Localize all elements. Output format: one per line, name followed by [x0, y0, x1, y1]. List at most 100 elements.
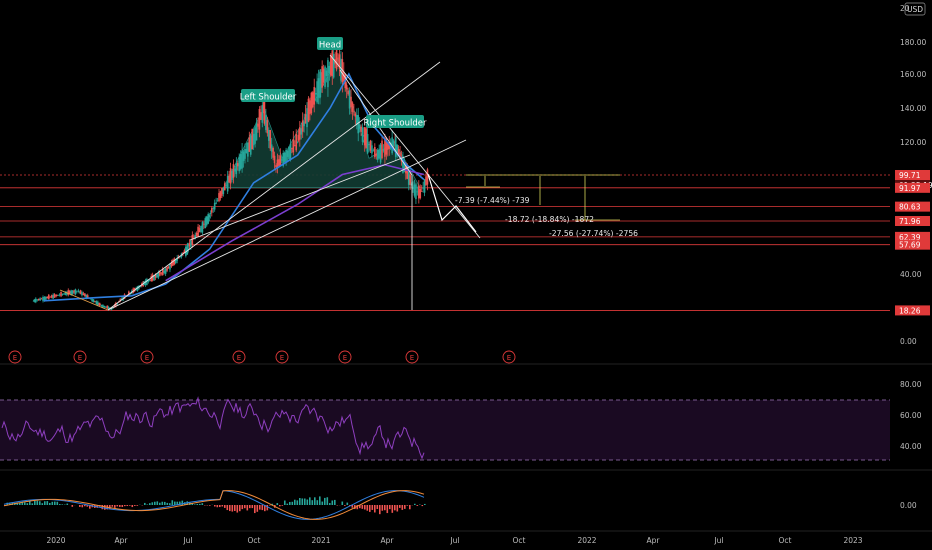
candle-body — [365, 128, 367, 149]
macd-histogram-bar — [36, 500, 39, 505]
candle-body — [116, 303, 119, 305]
candle-body — [107, 307, 110, 310]
macd-histogram-bar — [304, 498, 306, 505]
time-tick-label: Apr — [115, 536, 129, 545]
macd-histogram-bar — [271, 503, 274, 505]
earnings-marker-label: E — [78, 354, 82, 362]
candle-body — [387, 143, 389, 150]
price-axis[interactable]: 180.00160.00140.00120.0040.000.0020USD99… — [895, 2, 932, 510]
candle-body — [73, 290, 75, 293]
candle-body — [176, 258, 178, 261]
earnings-marker[interactable] — [502, 350, 516, 364]
macd-histogram-bar — [311, 500, 314, 505]
currency-badge[interactable] — [904, 2, 926, 16]
candle-body — [357, 115, 360, 134]
earnings-marker[interactable] — [338, 350, 352, 364]
time-axis[interactable]: 2020 Apr Jul Oct 2021 Apr Jul Oct 2022 Apr Jul Oct 2… — [46, 536, 862, 545]
earnings-marker[interactable] — [140, 350, 154, 364]
macd-histogram-bar — [344, 505, 346, 506]
candle-body — [273, 155, 276, 164]
macd-histogram-bar — [291, 501, 294, 505]
candle-body — [296, 141, 299, 143]
earnings-marker[interactable] — [73, 350, 87, 364]
candle-body — [313, 87, 316, 105]
candle-body — [79, 290, 82, 295]
macd-histogram-bar — [366, 505, 369, 511]
candle-body — [102, 304, 104, 308]
candle-body — [415, 184, 417, 200]
candle-body — [222, 187, 225, 194]
macd-histogram-bar — [324, 497, 326, 505]
candle-body — [252, 133, 255, 146]
candle-body — [394, 137, 397, 157]
candle-body — [200, 226, 202, 232]
rsi-tick-label: 80.00 — [900, 380, 922, 389]
candle-body — [201, 222, 204, 233]
macd-histogram-bar — [326, 497, 329, 505]
macd-histogram-bar — [179, 501, 181, 505]
candle-body — [66, 292, 68, 295]
earnings-marker[interactable] — [8, 350, 22, 364]
macd-histogram-bar — [166, 502, 169, 505]
candle-body — [368, 143, 370, 146]
candle-body — [406, 166, 409, 179]
candle-body — [248, 137, 251, 152]
earnings-marker[interactable] — [232, 350, 246, 364]
macd-histogram-bar — [109, 505, 111, 510]
macd-pane — [3, 490, 426, 520]
candle-body — [157, 272, 160, 278]
candle-body — [261, 105, 264, 123]
price-label-text: 71.96 — [899, 217, 921, 226]
earnings-marker[interactable] — [405, 350, 419, 364]
macd-histogram-bar — [241, 505, 244, 510]
macd-histogram-bar — [374, 505, 376, 513]
candle-body — [293, 145, 296, 147]
macd-histogram-bar — [119, 505, 121, 507]
candle-body — [425, 176, 427, 186]
candle-body — [291, 148, 293, 150]
candle-body — [159, 271, 161, 276]
candle-body — [104, 306, 107, 308]
candle-body — [45, 296, 47, 300]
candle-body — [46, 296, 49, 299]
macd-histogram-bar — [364, 505, 366, 510]
candle-body — [319, 72, 322, 93]
macd-histogram-bar — [34, 500, 36, 505]
pattern-label-box — [366, 115, 424, 128]
measure-tool-layer[interactable]: -7.39 (-7.44%) -739 -18.72 (-18.84%) -187… — [455, 174, 638, 238]
candle-body — [385, 138, 388, 155]
candle-body — [300, 128, 303, 135]
time-tick-label: Apr — [381, 536, 395, 545]
macd-histogram-bar — [201, 503, 204, 505]
candle-body — [272, 148, 274, 158]
measure-label: -7.39 (-7.44%) -739 — [455, 196, 530, 205]
macd-histogram-bar — [176, 501, 179, 505]
candle-body — [76, 290, 78, 292]
candle-body — [95, 301, 98, 305]
macd-histogram-bar — [244, 505, 246, 509]
macd-signal-line — [3, 490, 425, 520]
candle-body — [299, 127, 301, 140]
candle-body — [258, 108, 261, 130]
candle-body — [128, 291, 130, 296]
earnings-marker-label: E — [410, 354, 414, 362]
candle-body — [372, 150, 375, 152]
macd-histogram-bar — [164, 501, 166, 505]
macd-histogram-bar — [391, 505, 394, 513]
candle-body — [103, 305, 106, 308]
macd-histogram-bar — [61, 504, 64, 505]
macd-histogram-bar — [329, 503, 331, 505]
macd-histogram-bar — [191, 503, 194, 505]
candle-body — [381, 140, 383, 159]
candle-body — [413, 184, 416, 196]
candle-body — [307, 98, 310, 122]
earnings-marker[interactable] — [275, 350, 289, 364]
rsi-band-layer — [0, 363, 932, 532]
earnings-marker-label: E — [507, 354, 511, 362]
candle-body — [182, 252, 184, 254]
candle-body — [148, 279, 151, 281]
candle-body — [204, 218, 207, 229]
candle-body — [110, 309, 113, 310]
